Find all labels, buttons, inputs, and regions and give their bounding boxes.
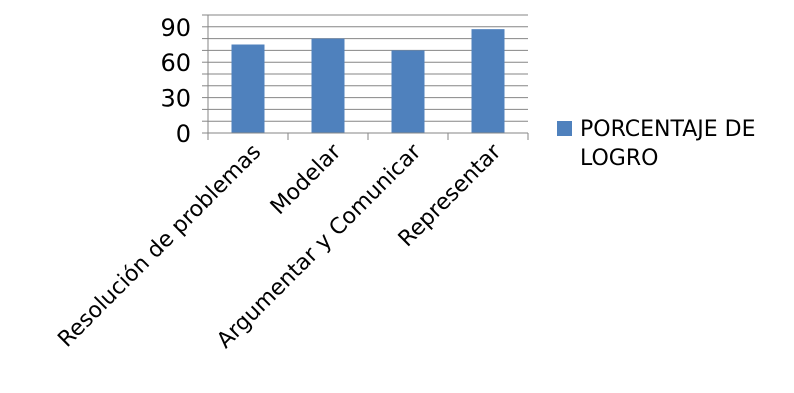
legend-label-line-1: PORCENTAJE DE	[580, 117, 756, 142]
x-axis-labels: Resolución de problemas ModelarArgumentar…	[53, 139, 506, 354]
bar	[392, 50, 425, 133]
y-tick-label: 60	[160, 49, 191, 77]
y-tick-label: 90	[160, 14, 191, 42]
legend-swatch	[557, 121, 572, 136]
y-axis-ticks: 0 30 60 90	[160, 14, 191, 148]
legend: PORCENTAJE DE LOGRO	[557, 117, 756, 171]
legend-label-line-2: LOGRO	[580, 146, 658, 171]
y-tick-label: 30	[160, 85, 191, 113]
x-tick-label: Modelar	[266, 139, 347, 220]
bar	[232, 45, 265, 134]
bar	[472, 29, 505, 133]
bars	[232, 29, 505, 133]
bar	[312, 39, 345, 133]
y-tick-label: 0	[176, 120, 191, 148]
